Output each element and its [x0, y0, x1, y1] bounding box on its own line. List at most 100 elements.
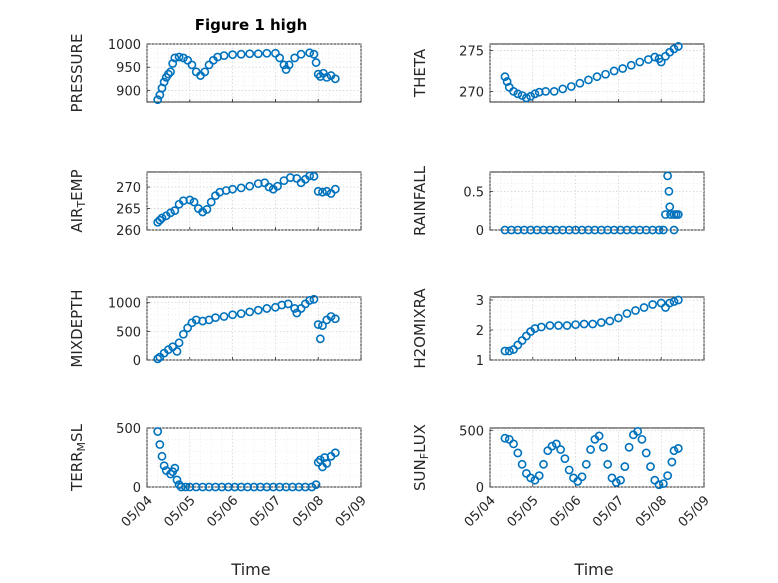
- data-point: [153, 427, 163, 436]
- data-point: [228, 184, 237, 194]
- data-point: [185, 195, 195, 205]
- data-point: [622, 309, 632, 318]
- data-point: [626, 60, 636, 70]
- data-point: [673, 210, 683, 219]
- y-tick-label: 0: [133, 354, 141, 369]
- data-point: [504, 346, 514, 356]
- data-point: [605, 316, 615, 326]
- data-point: [264, 182, 274, 192]
- data-point: [592, 72, 602, 82]
- data-point: [228, 50, 237, 60]
- data-point: [311, 58, 321, 67]
- data-point: [513, 89, 523, 99]
- subplot-pressure: 900 950 1000 PRESSURE: [68, 34, 362, 112]
- x-tick-label: 05/05: [162, 493, 199, 530]
- data-point: [166, 469, 175, 479]
- data-point: [159, 77, 169, 87]
- data-point: [579, 319, 589, 329]
- data-point: [270, 48, 280, 58]
- x-tick-label: 05/06: [547, 493, 584, 530]
- data-point: [594, 431, 604, 441]
- data-point: [658, 225, 668, 235]
- data-point: [202, 204, 212, 214]
- data-point: [262, 48, 272, 58]
- data-point: [669, 297, 679, 306]
- y-tick-label: 0: [133, 481, 141, 496]
- data-point: [228, 310, 237, 320]
- data-point: [551, 439, 561, 449]
- data-point: [654, 480, 664, 490]
- data-point: [526, 91, 536, 101]
- data-point: [245, 307, 255, 317]
- x-tick-label: 05/04: [119, 493, 156, 530]
- data-point: [530, 89, 540, 99]
- data-point: [614, 313, 623, 323]
- data-point: [509, 86, 518, 96]
- data-point: [564, 465, 574, 475]
- data-point: [558, 84, 568, 94]
- x-tick-label: 05/07: [247, 493, 284, 530]
- data-point: [279, 60, 289, 70]
- x-tick-label: 05/08: [633, 493, 670, 530]
- data-point: [318, 187, 327, 197]
- data-point: [200, 67, 210, 77]
- data-point: [163, 69, 173, 79]
- y-tick-label: 270: [116, 181, 141, 196]
- data-point: [183, 55, 193, 65]
- x-tick-label: 05/09: [676, 493, 713, 530]
- data-point: [307, 482, 317, 492]
- data-point: [153, 95, 163, 105]
- subplot-mixdepth: 0 500 1000 MIXDEPTH: [68, 289, 362, 369]
- data-point: [284, 60, 294, 70]
- data-point: [554, 321, 563, 330]
- data-point: [664, 186, 674, 196]
- data-point: [313, 320, 323, 329]
- data-point: [513, 448, 523, 458]
- y-axis-label: AIRTEMP: [68, 169, 88, 232]
- data-point: [245, 49, 255, 59]
- data-point: [330, 74, 340, 84]
- data-point: [309, 171, 319, 181]
- data-point: [667, 457, 677, 467]
- data-point: [633, 427, 643, 436]
- y-tick-label: 2: [476, 324, 484, 339]
- data-point: [603, 459, 613, 469]
- subplot-rainfall: 0 0.5 RAINFALL: [411, 165, 705, 239]
- data-point: [219, 51, 229, 60]
- data-point: [318, 321, 327, 331]
- data-point: [601, 69, 610, 79]
- data-point: [665, 298, 675, 308]
- data-point: [663, 171, 673, 181]
- data-point: [669, 446, 679, 456]
- y-tick-label: 0: [476, 224, 484, 239]
- y-tick-label: 1000: [108, 38, 141, 53]
- data-point: [631, 306, 640, 315]
- data-point: [637, 434, 647, 444]
- y-axis-label: RAINFALL: [411, 165, 429, 236]
- data-point: [620, 462, 630, 471]
- data-point: [211, 313, 220, 323]
- y-tick-label: 500: [116, 325, 141, 340]
- y-axis-label: THETA: [411, 48, 429, 98]
- data-point: [219, 312, 229, 321]
- data-point: [330, 184, 340, 194]
- data-point: [500, 433, 510, 443]
- data-point: [517, 459, 527, 469]
- data-point: [549, 86, 559, 96]
- data-point: [539, 459, 548, 469]
- data-point: [611, 478, 621, 487]
- data-point: [596, 318, 606, 327]
- data-point: [566, 82, 576, 91]
- y-tick-label: 265: [116, 203, 141, 218]
- data-point: [500, 72, 510, 82]
- y-axis-label: H2OMIXRA: [411, 288, 429, 369]
- x-tick-label: 05/09: [333, 493, 370, 530]
- y-tick-label: 950: [116, 61, 141, 76]
- x-tick-label: 05/06: [204, 493, 241, 530]
- y-tick-label: 1: [476, 354, 484, 369]
- data-point: [545, 321, 555, 330]
- data-point: [170, 53, 180, 63]
- data-point: [273, 181, 282, 191]
- data-point: [646, 462, 655, 471]
- x-axis-label-left: Time: [230, 560, 270, 579]
